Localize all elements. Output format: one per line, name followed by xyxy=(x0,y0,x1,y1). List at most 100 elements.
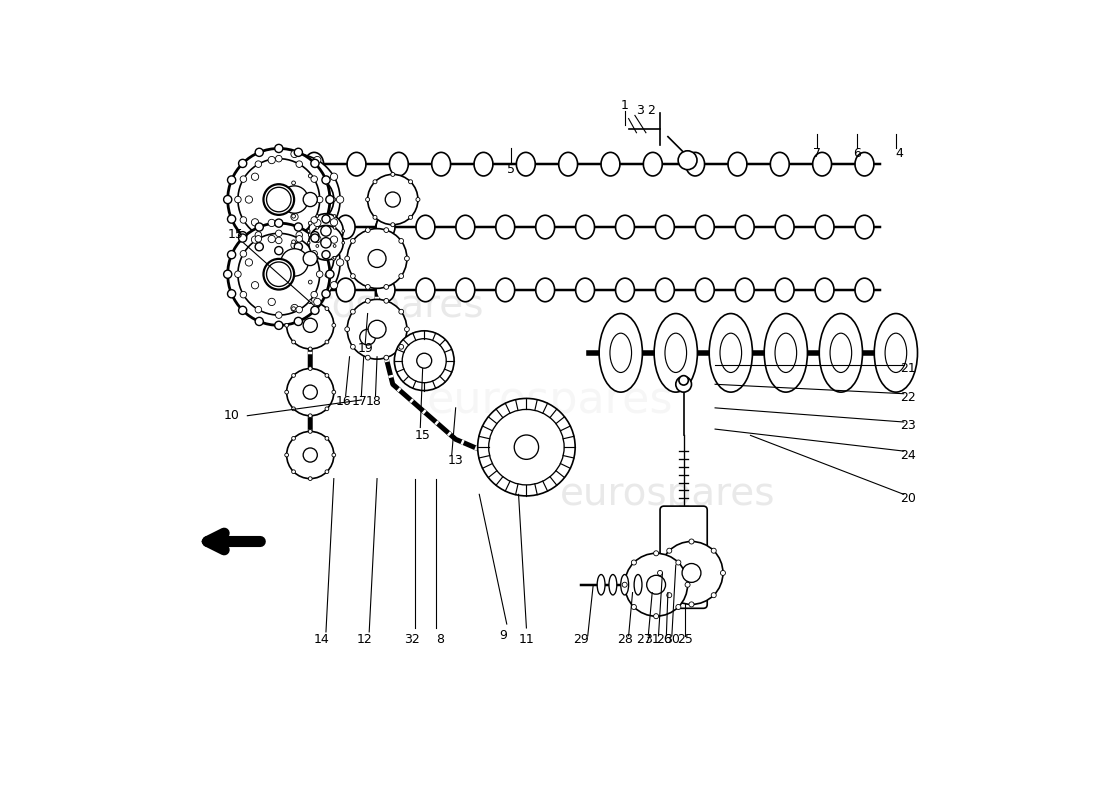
Circle shape xyxy=(689,539,694,544)
Circle shape xyxy=(238,234,320,315)
Ellipse shape xyxy=(455,278,475,302)
Circle shape xyxy=(287,235,333,282)
Circle shape xyxy=(399,238,404,243)
Circle shape xyxy=(292,181,296,185)
Circle shape xyxy=(223,270,232,278)
Circle shape xyxy=(373,180,377,184)
Circle shape xyxy=(290,150,298,158)
Circle shape xyxy=(317,271,323,278)
Circle shape xyxy=(240,176,246,182)
Circle shape xyxy=(245,258,253,266)
Text: 1: 1 xyxy=(620,98,628,112)
Circle shape xyxy=(332,323,336,327)
Circle shape xyxy=(304,193,317,206)
Ellipse shape xyxy=(695,215,714,239)
Circle shape xyxy=(324,306,329,310)
Text: eurospares: eurospares xyxy=(560,475,775,514)
Circle shape xyxy=(675,605,681,610)
Circle shape xyxy=(275,230,282,237)
Circle shape xyxy=(365,285,371,290)
Circle shape xyxy=(304,385,317,399)
Ellipse shape xyxy=(559,152,578,176)
Circle shape xyxy=(679,376,689,385)
Circle shape xyxy=(333,245,336,247)
Circle shape xyxy=(285,390,288,394)
Circle shape xyxy=(367,174,418,225)
Circle shape xyxy=(292,407,296,410)
Circle shape xyxy=(264,259,294,290)
Circle shape xyxy=(292,214,296,218)
Circle shape xyxy=(240,250,246,257)
Circle shape xyxy=(304,448,317,462)
Text: eurospares: eurospares xyxy=(427,378,673,422)
Ellipse shape xyxy=(735,278,755,302)
Ellipse shape xyxy=(776,333,796,373)
Circle shape xyxy=(275,155,282,162)
Circle shape xyxy=(330,218,338,226)
Circle shape xyxy=(307,230,310,232)
Text: 26: 26 xyxy=(656,634,672,646)
Circle shape xyxy=(252,218,258,226)
Circle shape xyxy=(296,161,303,167)
Ellipse shape xyxy=(376,278,395,302)
Circle shape xyxy=(365,198,370,202)
Circle shape xyxy=(308,222,312,225)
Ellipse shape xyxy=(616,278,635,302)
Circle shape xyxy=(720,570,726,575)
Ellipse shape xyxy=(536,215,554,239)
Circle shape xyxy=(290,213,298,221)
Circle shape xyxy=(240,217,246,223)
Circle shape xyxy=(228,290,235,298)
Circle shape xyxy=(314,298,321,306)
Circle shape xyxy=(239,306,246,314)
Circle shape xyxy=(330,173,338,180)
Text: 15: 15 xyxy=(415,429,430,442)
Circle shape xyxy=(384,228,388,233)
Ellipse shape xyxy=(416,278,434,302)
Circle shape xyxy=(324,407,329,410)
Circle shape xyxy=(333,256,336,259)
Circle shape xyxy=(252,236,258,243)
Ellipse shape xyxy=(455,215,475,239)
Circle shape xyxy=(285,453,288,457)
Circle shape xyxy=(308,347,312,350)
Circle shape xyxy=(228,176,235,184)
Circle shape xyxy=(275,219,283,227)
Ellipse shape xyxy=(644,152,662,176)
Circle shape xyxy=(285,198,288,202)
Circle shape xyxy=(368,320,386,338)
Text: 7: 7 xyxy=(813,147,822,161)
Text: 18: 18 xyxy=(365,395,381,408)
Circle shape xyxy=(268,157,275,164)
Circle shape xyxy=(324,340,329,344)
Circle shape xyxy=(255,306,262,313)
Circle shape xyxy=(408,180,412,184)
Circle shape xyxy=(311,159,319,167)
Circle shape xyxy=(712,593,716,598)
Ellipse shape xyxy=(601,152,620,176)
Text: 13: 13 xyxy=(448,454,463,467)
Text: 2: 2 xyxy=(647,104,654,118)
Ellipse shape xyxy=(496,278,515,302)
Circle shape xyxy=(268,298,275,306)
Circle shape xyxy=(223,195,232,204)
Circle shape xyxy=(368,250,386,267)
Circle shape xyxy=(292,240,296,244)
Circle shape xyxy=(348,229,407,288)
Circle shape xyxy=(255,318,263,326)
Circle shape xyxy=(384,355,388,360)
Ellipse shape xyxy=(496,215,515,239)
Circle shape xyxy=(266,262,292,286)
Circle shape xyxy=(324,181,329,185)
Circle shape xyxy=(295,318,302,326)
Circle shape xyxy=(682,563,701,582)
Ellipse shape xyxy=(431,152,451,176)
Circle shape xyxy=(403,338,447,382)
Circle shape xyxy=(290,242,298,249)
Circle shape xyxy=(384,285,388,290)
Circle shape xyxy=(321,226,331,236)
Circle shape xyxy=(316,245,319,247)
Circle shape xyxy=(296,306,303,313)
Circle shape xyxy=(309,214,343,248)
Ellipse shape xyxy=(685,152,705,176)
